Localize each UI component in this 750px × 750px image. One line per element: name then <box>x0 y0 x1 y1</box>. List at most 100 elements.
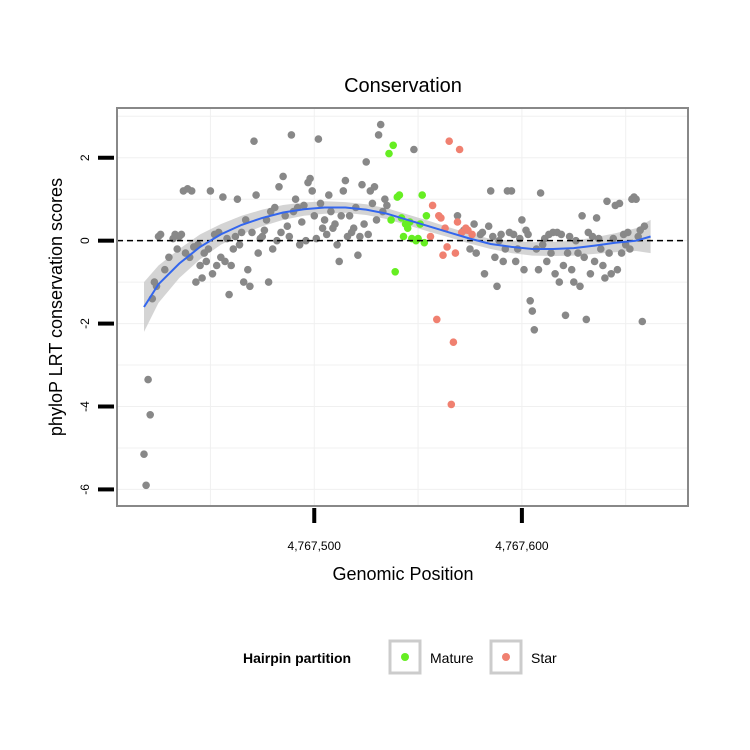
data-point-star <box>439 251 447 259</box>
data-point-background <box>273 236 281 245</box>
data-point-background <box>632 195 640 203</box>
data-point-background <box>511 257 520 266</box>
data-point-background <box>316 199 325 208</box>
data-point-background <box>364 230 373 239</box>
data-point-background <box>233 195 242 203</box>
y-axis-ticks: 2 0 -2 -4 -6 <box>78 154 114 495</box>
data-point-mature <box>387 216 395 224</box>
data-point-background <box>252 191 260 199</box>
data-point-background <box>345 212 354 220</box>
legend-dot-mature <box>401 653 409 661</box>
chart-title: Conservation <box>344 75 462 97</box>
legend-dot-star <box>502 653 510 661</box>
data-point-background <box>570 278 578 286</box>
data-point-background <box>327 207 335 216</box>
x-tick-label: 4,767,600 <box>495 539 549 553</box>
x-tick-label: 4,767,500 <box>288 539 342 553</box>
data-point-background <box>624 228 632 237</box>
plot-background <box>117 108 688 506</box>
data-point-background <box>248 228 256 237</box>
data-point-background <box>140 450 148 459</box>
data-point-background <box>318 224 327 232</box>
smooth-curve-layer <box>143 206 651 308</box>
data-point-background <box>586 270 595 278</box>
data-point-background <box>551 270 559 278</box>
data-point-background <box>177 230 186 239</box>
data-point-background <box>295 241 304 249</box>
data-point-background <box>165 253 173 262</box>
data-point-background <box>520 265 528 274</box>
data-point-background <box>335 257 344 266</box>
legend-title: Hairpin partition <box>243 650 351 666</box>
data-point-background <box>567 265 576 274</box>
data-point-background <box>325 191 333 199</box>
data-point-star <box>449 338 458 347</box>
data-point-mature <box>389 141 398 150</box>
data-point-background <box>638 317 647 326</box>
data-point-background <box>509 230 518 239</box>
data-point-background <box>576 282 584 291</box>
data-point-background <box>208 270 217 278</box>
data-point-star <box>445 137 454 145</box>
data-point-background <box>603 197 611 206</box>
data-point-background <box>308 187 317 195</box>
data-point-background <box>283 222 292 230</box>
data-point-background <box>578 212 586 220</box>
data-point-background <box>582 315 591 324</box>
data-point-background <box>486 187 495 195</box>
data-point-star <box>426 232 435 241</box>
data-point-background <box>376 120 385 129</box>
data-point-background <box>615 199 624 208</box>
legend-key-star <box>489 639 523 675</box>
data-point-background <box>339 187 348 195</box>
data-point-background <box>268 245 277 253</box>
data-point-background <box>557 230 566 239</box>
data-point-background <box>538 241 547 249</box>
data-point-background <box>580 253 588 262</box>
data-point-background <box>370 183 379 191</box>
legend-label-mature: Mature <box>430 650 474 666</box>
data-point-star <box>428 201 437 210</box>
data-point-background <box>354 251 362 259</box>
data-point-star <box>447 400 456 409</box>
data-point-background <box>410 145 418 154</box>
data-point-background <box>601 274 609 282</box>
data-point-background <box>518 216 526 224</box>
data-point-background <box>634 232 642 241</box>
y-tick-label: 0 <box>78 237 92 244</box>
data-point-background <box>142 481 150 490</box>
data-point-background <box>310 212 319 220</box>
data-point-background <box>281 212 290 220</box>
data-point-background <box>219 193 227 201</box>
data-point-background <box>306 174 314 183</box>
data-point-background <box>605 249 613 257</box>
data-point-background <box>599 261 607 270</box>
data-point-background <box>640 222 649 230</box>
legend-entry-star: Star <box>489 639 557 675</box>
data-point-mature <box>399 232 408 241</box>
data-point-background <box>563 249 572 257</box>
data-point-background <box>275 183 283 191</box>
data-point-background <box>298 218 306 226</box>
data-point-background <box>271 203 279 212</box>
legend-label-star: Star <box>531 650 557 666</box>
data-point-background <box>156 230 165 239</box>
data-points-layer <box>140 120 649 490</box>
data-point-background <box>314 135 323 143</box>
data-point-background <box>480 270 489 278</box>
data-point-background <box>192 278 200 286</box>
data-point-background <box>543 257 551 266</box>
data-point-star <box>433 315 441 324</box>
data-point-background <box>185 253 194 262</box>
data-point-background <box>374 131 383 139</box>
data-point-background <box>206 187 215 195</box>
data-point-background <box>349 224 358 232</box>
y-tick-label: -4 <box>78 401 92 412</box>
data-point-background <box>198 274 206 282</box>
y-tick-label: -2 <box>78 318 92 329</box>
data-point-background <box>285 232 294 241</box>
data-point-background <box>264 278 273 286</box>
plot-border <box>116 107 689 507</box>
data-point-background <box>547 249 555 257</box>
data-point-background <box>231 232 240 241</box>
